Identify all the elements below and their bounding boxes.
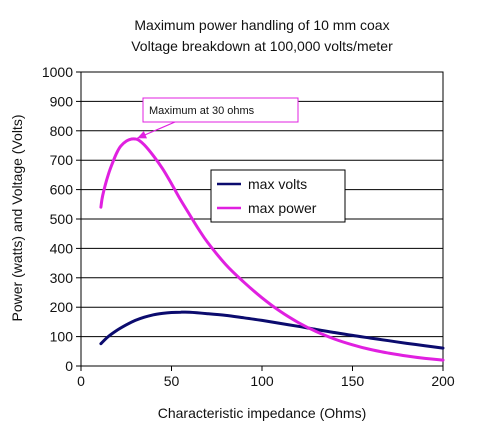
- legend-label-max-volts: max volts: [248, 176, 307, 192]
- chart-title-line-1: Maximum power handling of 10 mm coax: [134, 17, 389, 33]
- x-tick-label: 100: [250, 373, 274, 389]
- series-line-max-power: [99, 137, 445, 362]
- legend-label-max-power: max power: [248, 200, 317, 216]
- annotation-text: Maximum at 30 ohms: [149, 105, 255, 117]
- y-tick-label: 0: [65, 358, 73, 374]
- y-tick-label: 500: [50, 211, 74, 227]
- y-tick-label: 200: [50, 299, 74, 315]
- chart-title-line-2: Voltage breakdown at 100,000 volts/meter: [131, 38, 393, 54]
- y-axis-label: Power (watts) and Voltage (Volts): [9, 115, 25, 322]
- y-axis-ticks: 0 100 200 300 400 500 600 700 800 900 1000: [42, 64, 81, 374]
- y-tick-label: 800: [50, 123, 74, 139]
- series-line-max-volts: [99, 310, 445, 350]
- y-tick-label: 900: [50, 93, 74, 109]
- y-tick-label: 1000: [42, 64, 73, 80]
- y-tick-label: 600: [50, 182, 74, 198]
- y-tick-label: 100: [50, 329, 74, 345]
- x-axis-ticks: 0 50 100 150 200: [77, 366, 455, 389]
- annotation-arrowhead: [137, 131, 147, 139]
- x-tick-label: 150: [341, 373, 365, 389]
- y-tick-label: 700: [50, 152, 74, 168]
- x-tick-label: 0: [77, 373, 85, 389]
- x-tick-label: 200: [431, 373, 455, 389]
- series-layer: [99, 137, 445, 362]
- y-tick-label: 300: [50, 270, 74, 286]
- x-axis-label: Characteristic impedance (Ohms): [158, 405, 367, 421]
- legend: max volts max power: [210, 169, 346, 223]
- legend-box: [210, 169, 346, 223]
- x-tick-label: 50: [164, 373, 180, 389]
- annotation-box: [142, 97, 299, 123]
- annotation-callout: Maximum at 30 ohms: [136, 97, 299, 139]
- y-tick-label: 400: [50, 240, 74, 256]
